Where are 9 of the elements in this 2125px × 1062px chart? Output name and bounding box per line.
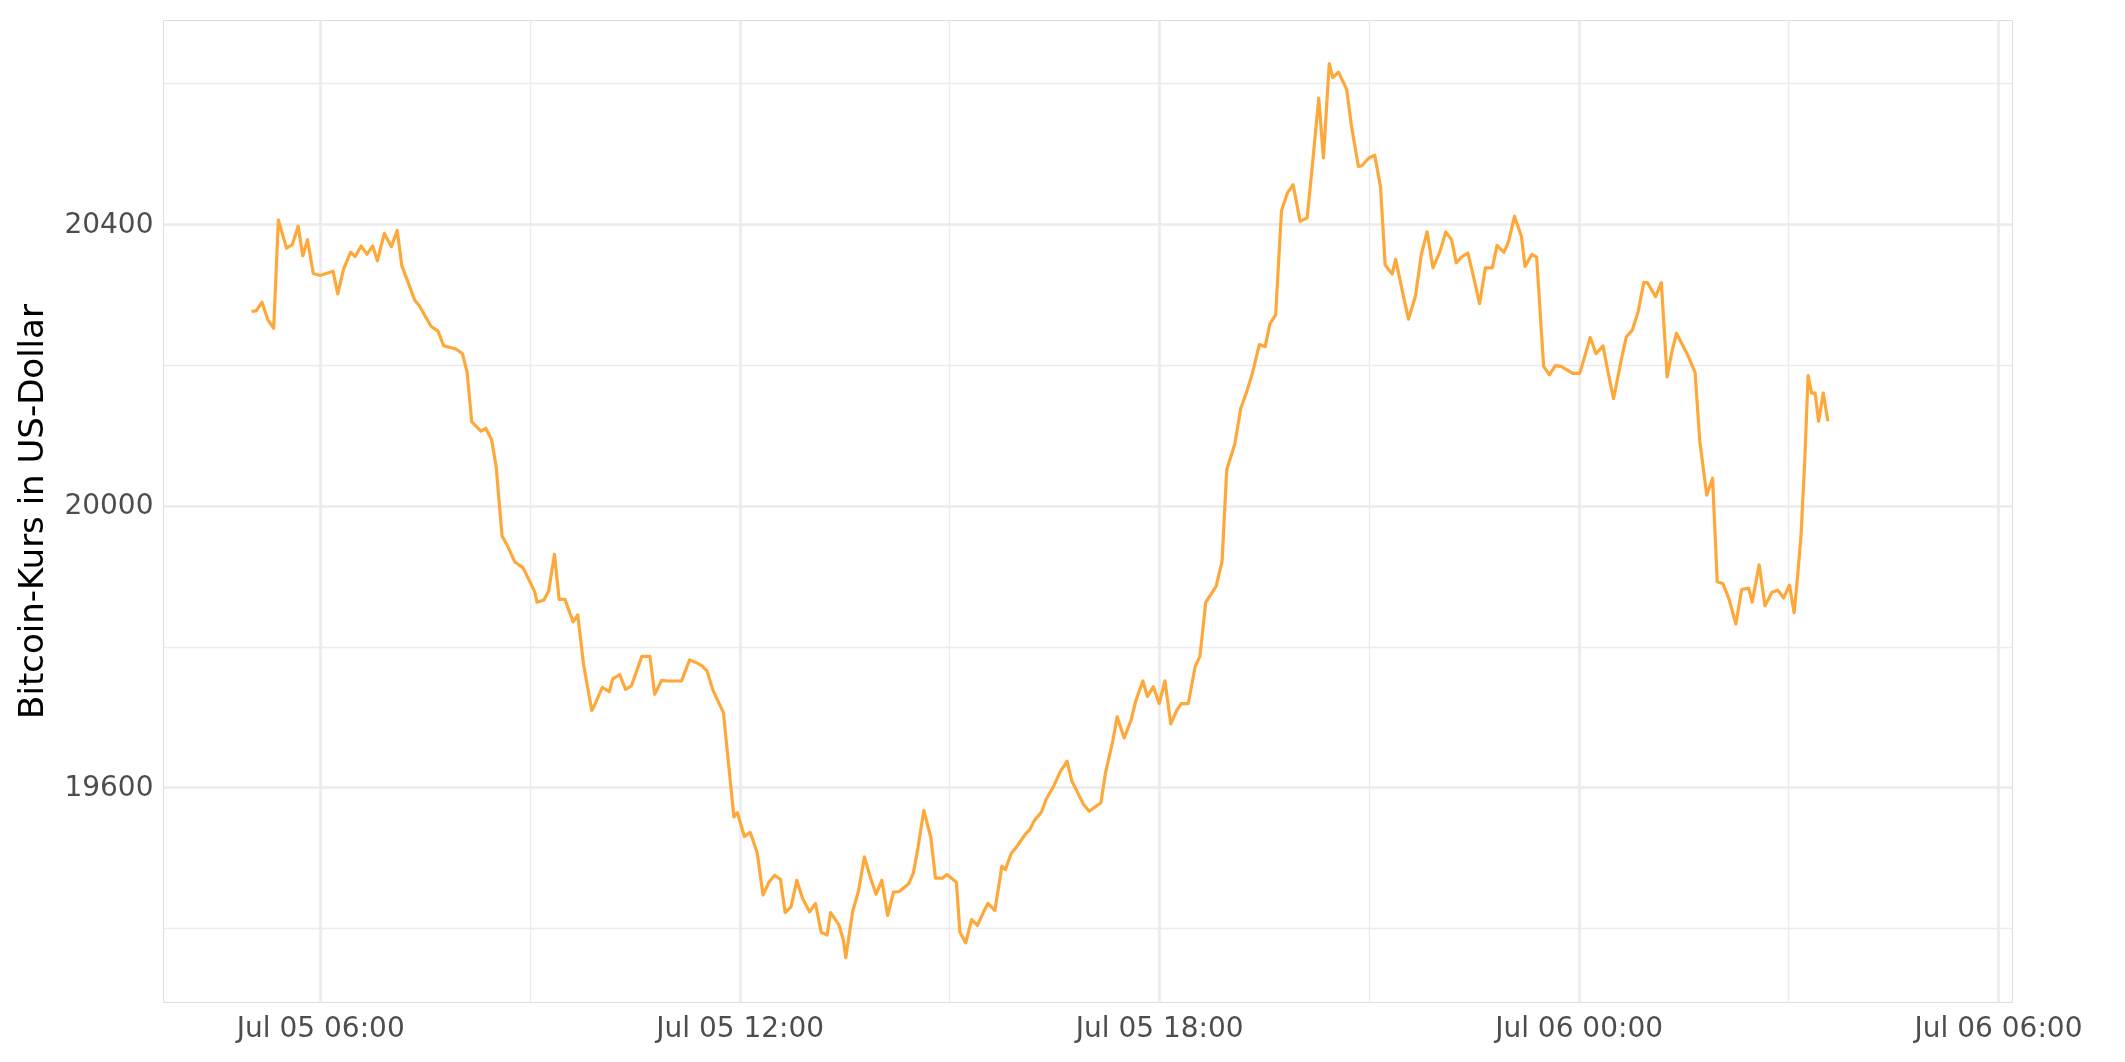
x-tick-label: Jul 05 06:00 [234,1010,405,1044]
x-tick-label: Jul 06 00:00 [1493,1010,1664,1044]
y-axis-title: Bitcoin-Kurs in US-Dollar [11,304,52,719]
x-tick-label: Jul 06 06:00 [1912,1010,2083,1044]
y-tick-label: 20000 [64,488,154,522]
y-tick-label: 20400 [64,206,154,240]
x-tick-label: Jul 05 18:00 [1073,1010,1244,1044]
y-tick-label: 19600 [64,769,154,803]
x-tick-label: Jul 05 12:00 [654,1010,825,1044]
